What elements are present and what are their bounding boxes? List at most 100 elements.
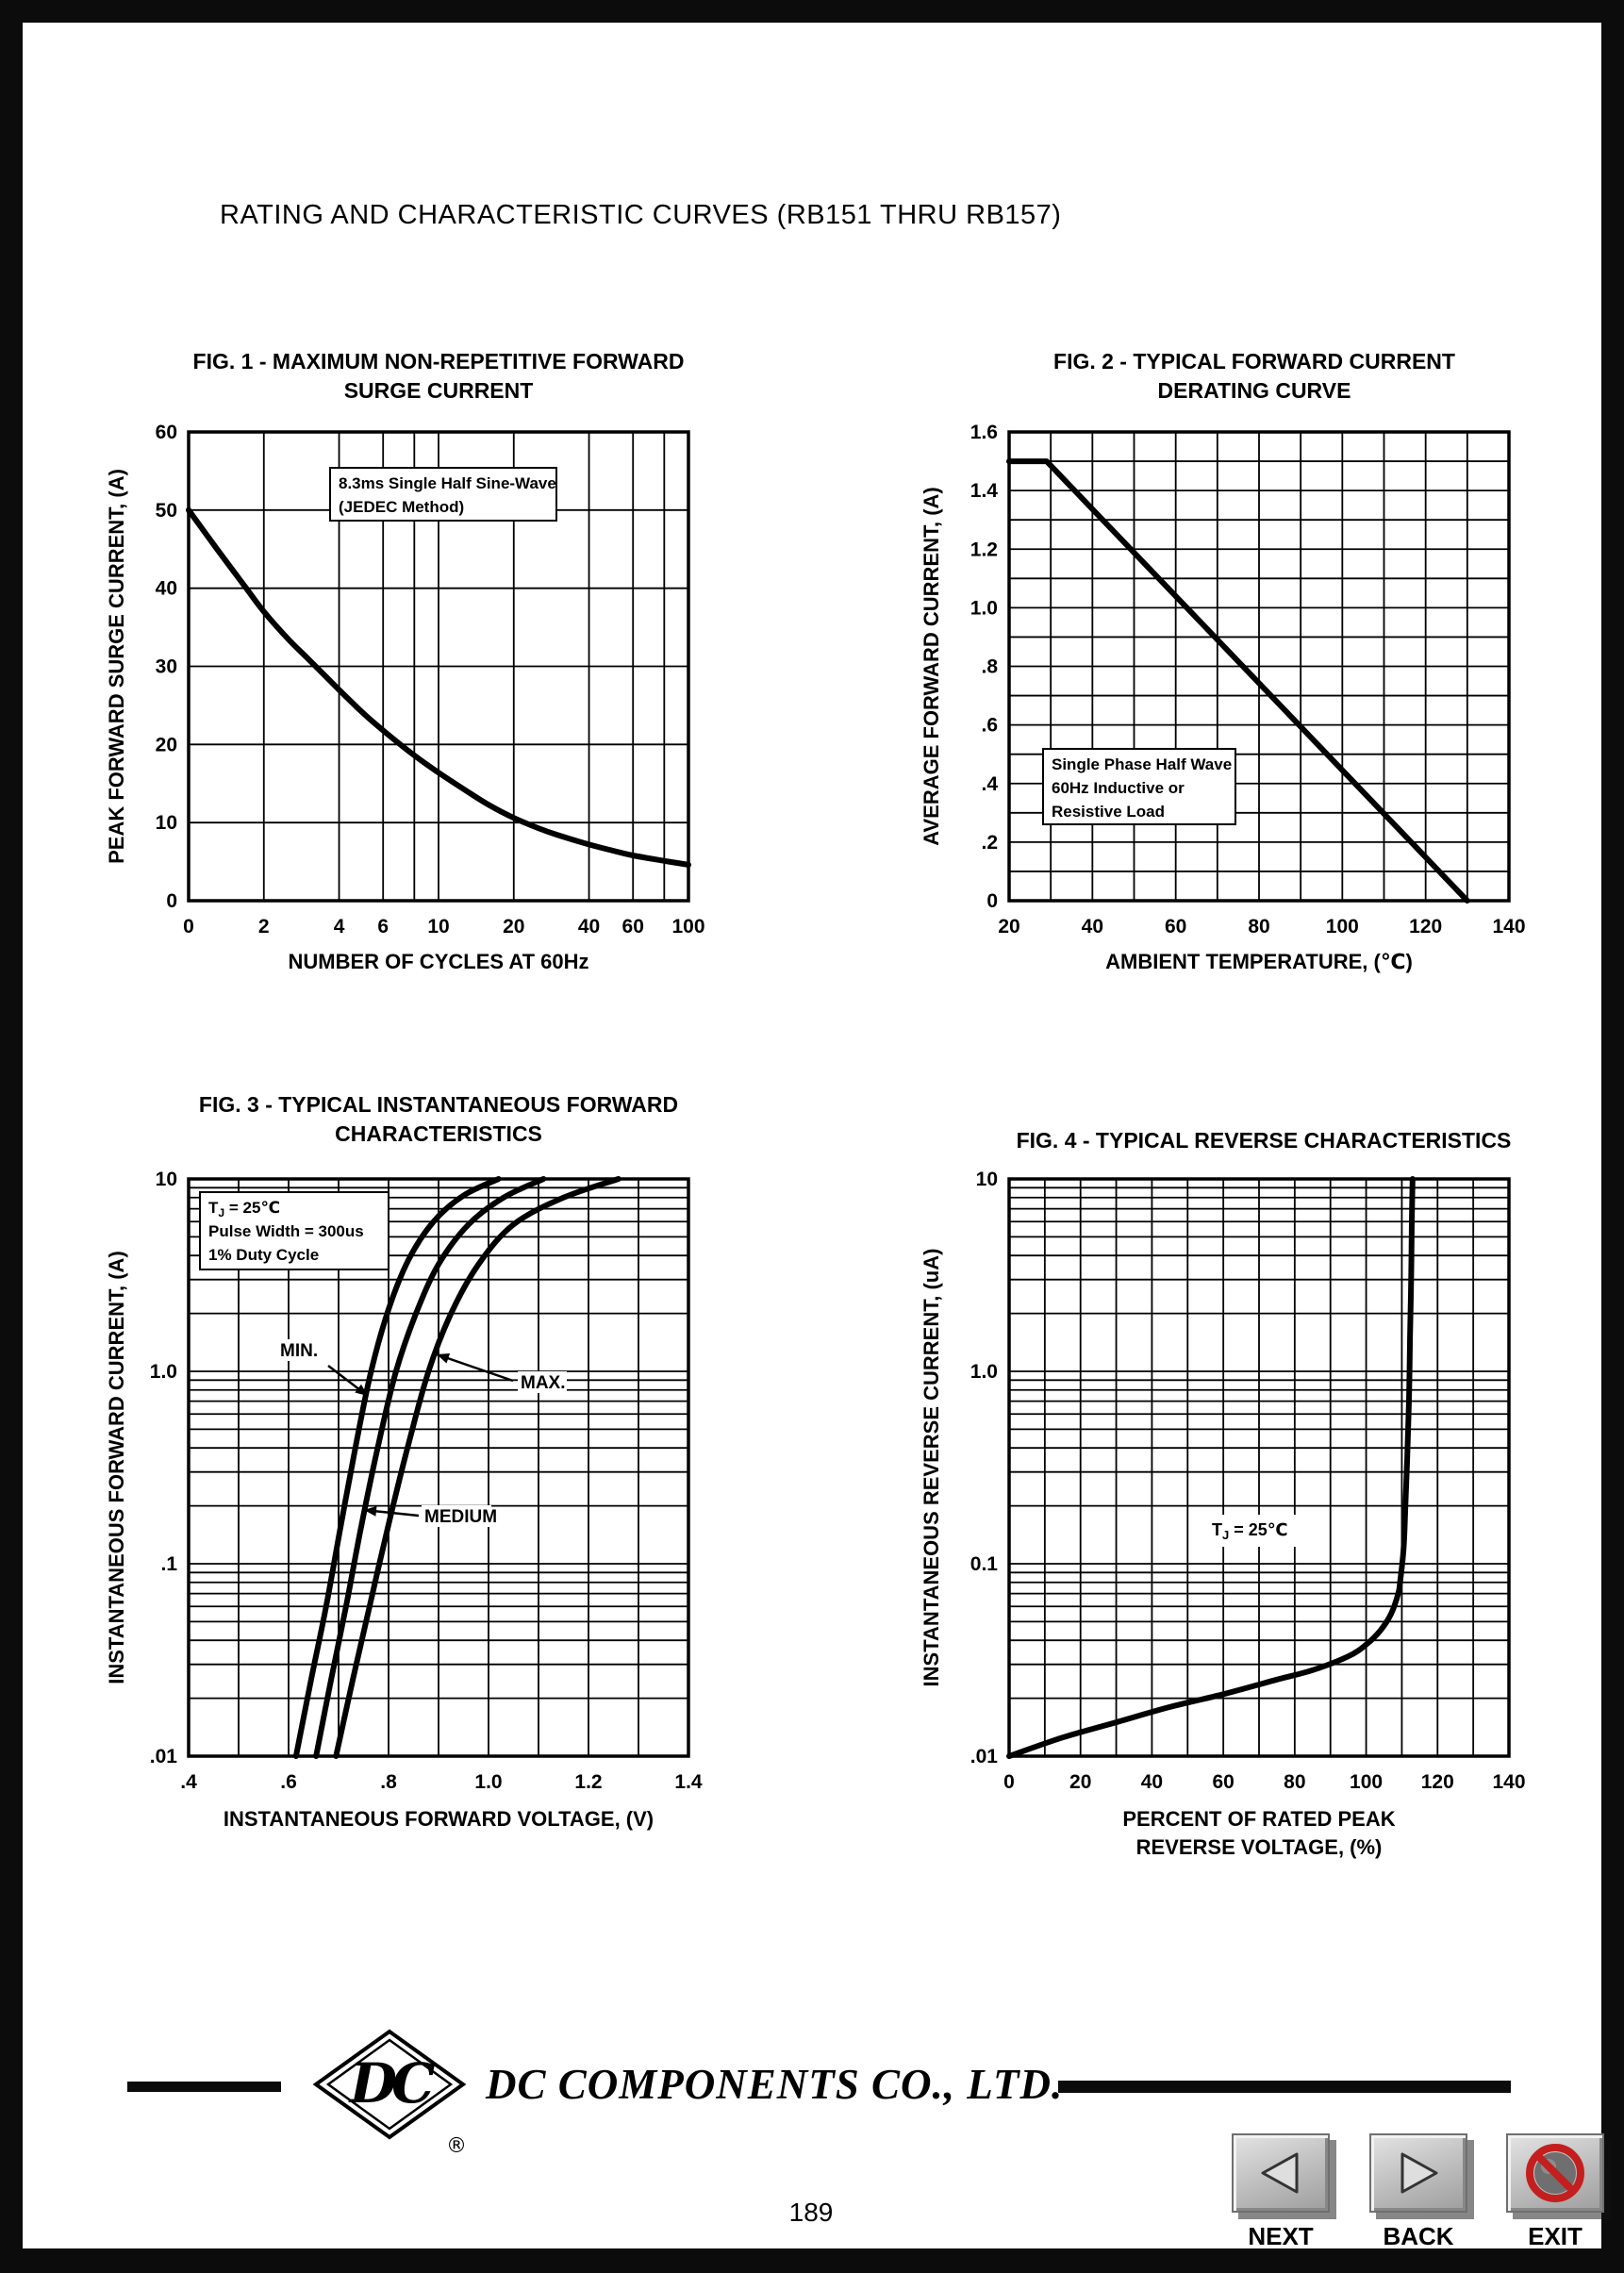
fig1-surge-current-chart: 0 2 4 6 10 20 40 60 100 0 10 20 30 40 50 60 NUMBER OF CY… xyxy=(105,422,705,973)
svg-text:0: 0 xyxy=(183,916,194,937)
svg-text:.4: .4 xyxy=(981,773,998,795)
svg-text:PEAK FORWARD SURGE CURRENT, (A: PEAK FORWARD SURGE CURRENT, (A) xyxy=(105,469,128,864)
fig2-title-line1: FIG. 2 - TYPICAL FORWARD CURRENT xyxy=(1053,349,1455,373)
registered-trademark-symbol: ® xyxy=(446,2134,467,2158)
svg-text:AMBIENT TEMPERATURE, (℃): AMBIENT TEMPERATURE, (℃) xyxy=(1105,950,1413,973)
svg-text:MAX.: MAX. xyxy=(521,1373,566,1393)
svg-text:10: 10 xyxy=(976,1169,998,1190)
logo-monogram: DC xyxy=(348,2051,435,2115)
svg-text:INSTANTANEOUS REVERSE CURRENT,: INSTANTANEOUS REVERSE CURRENT, (uA) xyxy=(920,1249,943,1687)
svg-text:1.4: 1.4 xyxy=(970,480,999,502)
fig1-plot: 0 2 4 6 10 20 40 60 100 0 10 20 30 40 50 60 NUMBER OF CY… xyxy=(105,422,705,973)
svg-text:20: 20 xyxy=(156,734,177,755)
medium-curve xyxy=(313,1176,547,1759)
svg-text:MEDIUM: MEDIUM xyxy=(424,1507,497,1527)
svg-text:80: 80 xyxy=(1284,1771,1305,1793)
svg-text:40: 40 xyxy=(1082,916,1103,937)
svg-text:140: 140 xyxy=(1492,1771,1525,1793)
svg-text:.01: .01 xyxy=(150,1746,178,1767)
svg-text:60Hz Inductive or: 60Hz Inductive or xyxy=(1052,779,1185,797)
fig4-plot: 0 20 40 60 80 100 120 140 10 1.0 0.1 .01 PERCENT OF … xyxy=(920,1169,1526,1859)
fig3-plot: .4 .6 .8 1.0 1.2 1.4 10 1.0 .1 .01 INSTANTANEOUS F… xyxy=(105,1169,703,1831)
svg-text:120: 120 xyxy=(1409,916,1442,937)
svg-text:4: 4 xyxy=(334,916,345,937)
fig4-title: FIG. 4 - TYPICAL REVERSE CHARACTERISTICS xyxy=(943,1126,1584,1155)
next-button[interactable] xyxy=(1232,2133,1330,2213)
fig1-title-line2: SURGE CURRENT xyxy=(343,378,534,403)
max-curve xyxy=(333,1176,621,1759)
footer-rule-right xyxy=(1058,2081,1511,2093)
exit-button[interactable] xyxy=(1506,2133,1604,2213)
min-curve xyxy=(292,1176,502,1759)
fig4-title-line1: FIG. 4 - TYPICAL REVERSE CHARACTERISTICS xyxy=(1016,1128,1512,1153)
back-button-label[interactable]: BACK xyxy=(1383,2222,1454,2250)
svg-text:2: 2 xyxy=(258,916,270,937)
svg-text:TJ = 25℃: TJ = 25℃ xyxy=(1212,1520,1288,1542)
surge-current-curve xyxy=(186,506,691,868)
svg-text:140: 140 xyxy=(1492,916,1525,937)
svg-text:60: 60 xyxy=(156,422,177,443)
svg-text:.1: .1 xyxy=(160,1553,177,1575)
svg-text:TJ = 25℃: TJ = 25℃ xyxy=(208,1199,280,1219)
fig4-reverse-characteristics-chart: 0 20 40 60 80 100 120 140 10 1.0 0.1 .01 PERCENT OF … xyxy=(920,1169,1526,1859)
exit-button-label[interactable]: EXIT xyxy=(1528,2222,1583,2250)
fig3-title: FIG. 3 - TYPICAL INSTANTANEOUS FORWARD C… xyxy=(132,1090,745,1149)
back-button[interactable] xyxy=(1369,2133,1467,2213)
svg-text:100: 100 xyxy=(671,916,704,937)
svg-text:.6: .6 xyxy=(981,715,998,737)
fig2-derating-curve-chart: 20 40 60 80 100 120 140 0 .2 .4 .6 .8 1.0 1.2 1.4 1.6 AM… xyxy=(920,422,1526,973)
svg-text:1.0: 1.0 xyxy=(474,1771,502,1793)
svg-text:.8: .8 xyxy=(981,656,998,678)
svg-text:1% Duty Cycle: 1% Duty Cycle xyxy=(208,1246,319,1264)
fig1-title: FIG. 1 - MAXIMUM NON-REPETITIVE FORWARD … xyxy=(132,347,745,406)
svg-text:8.3ms Single Half Sine-Wave: 8.3ms Single Half Sine-Wave xyxy=(339,474,556,492)
next-arrow-icon xyxy=(1261,2152,1299,2194)
dc-components-logo: DC ® xyxy=(312,2029,467,2158)
svg-text:20: 20 xyxy=(998,916,1019,937)
svg-text:40: 40 xyxy=(1141,1771,1163,1793)
svg-text:6: 6 xyxy=(377,916,389,937)
company-name: DC COMPONENTS CO., LTD. xyxy=(486,2061,1064,2108)
logo-diamond-outer xyxy=(312,2029,467,2140)
svg-text:1.0: 1.0 xyxy=(970,1361,998,1383)
svg-text:40: 40 xyxy=(156,578,177,600)
svg-text:20: 20 xyxy=(503,916,524,937)
svg-text:MIN.: MIN. xyxy=(280,1341,318,1361)
svg-text:.6: .6 xyxy=(280,1771,297,1793)
svg-text:0: 0 xyxy=(1003,1771,1015,1793)
svg-text:Single Phase Half Wave: Single Phase Half Wave xyxy=(1052,755,1232,773)
fig2-plot: 20 40 60 80 100 120 140 0 .2 .4 .6 .8 1.0 1.2 1.4 1.6 AM… xyxy=(920,422,1526,973)
svg-text:.8: .8 xyxy=(380,1771,397,1793)
svg-text:120: 120 xyxy=(1421,1771,1454,1793)
svg-text:40: 40 xyxy=(578,916,600,937)
footer-rule-left xyxy=(127,2082,281,2092)
exit-no-entry-icon xyxy=(1526,2144,1584,2202)
back-arrow-icon xyxy=(1400,2152,1438,2194)
svg-text:AVERAGE FORWARD CURRENT, (A): AVERAGE FORWARD CURRENT, (A) xyxy=(920,487,943,846)
svg-text:Pulse Width = 300us: Pulse Width = 300us xyxy=(208,1222,364,1240)
datasheet-page xyxy=(23,23,1601,2248)
svg-text:1.6: 1.6 xyxy=(970,422,998,443)
fig1-title-line1: FIG. 1 - MAXIMUM NON-REPETITIVE FORWARD xyxy=(192,349,685,373)
fig3-title-line1: FIG. 3 - TYPICAL INSTANTANEOUS FORWARD xyxy=(198,1092,679,1117)
svg-text:REVERSE VOLTAGE, (%): REVERSE VOLTAGE, (%) xyxy=(1136,1835,1383,1859)
svg-text:0: 0 xyxy=(986,890,998,912)
page-title: RATING AND CHARACTERISTIC CURVES (RB151 … xyxy=(220,200,1062,230)
svg-text:PERCENT OF RATED PEAK: PERCENT OF RATED PEAK xyxy=(1122,1807,1395,1831)
svg-text:1.0: 1.0 xyxy=(970,597,998,619)
svg-text:0: 0 xyxy=(166,890,177,912)
logo-diamond-inner xyxy=(325,2038,454,2131)
svg-text:.2: .2 xyxy=(981,832,998,854)
svg-text:.01: .01 xyxy=(970,1746,999,1767)
svg-text:60: 60 xyxy=(622,916,644,937)
svg-text:20: 20 xyxy=(1069,1771,1091,1793)
svg-text:60: 60 xyxy=(1165,916,1186,937)
svg-text:1.2: 1.2 xyxy=(574,1771,602,1793)
next-button-label[interactable]: NEXT xyxy=(1248,2222,1314,2250)
page-number: 189 xyxy=(788,2198,834,2227)
svg-text:INSTANTANEOUS FORWARD VOLTAGE,: INSTANTANEOUS FORWARD VOLTAGE, (V) xyxy=(224,1807,654,1831)
svg-text:100: 100 xyxy=(1326,916,1359,937)
svg-text:10: 10 xyxy=(156,1169,177,1190)
reverse-leakage-curve xyxy=(1006,1176,1416,1759)
svg-text:Resistive Load: Resistive Load xyxy=(1052,803,1165,821)
